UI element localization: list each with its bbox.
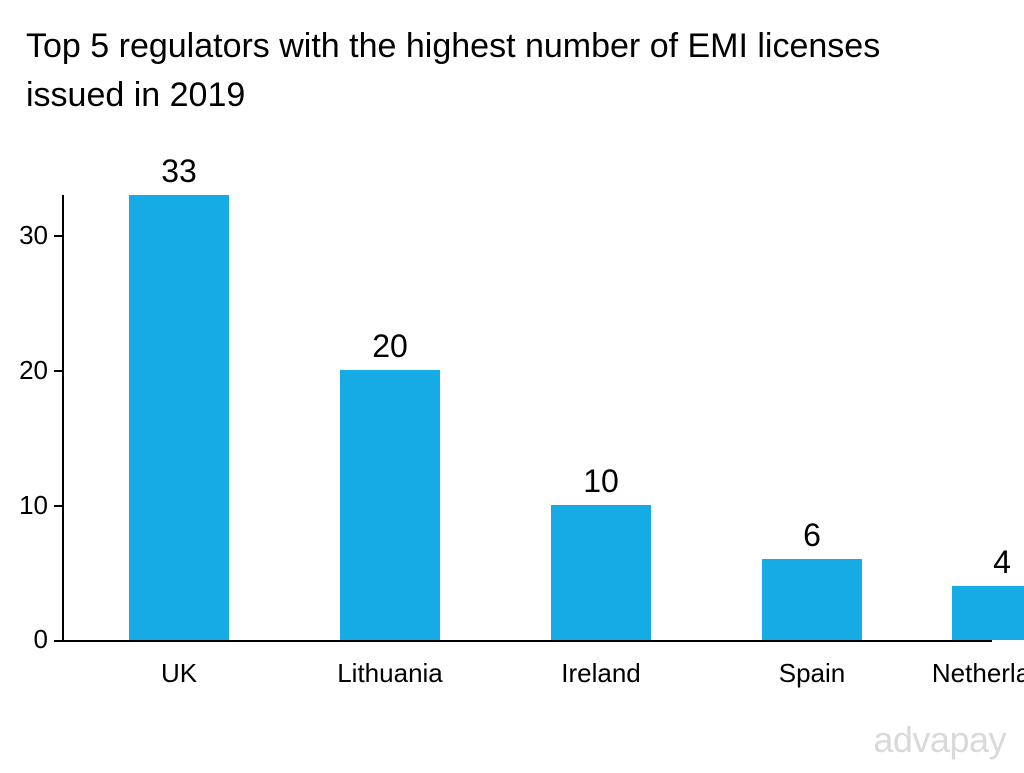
x-category-label: UK [161,658,197,689]
x-category-label: Spain [779,658,846,689]
bar [340,370,440,640]
bar-chart: 010203033UK20Lithuania10Ireland6Spain4Ne… [62,195,992,640]
watermark-logo: advapay [873,719,1006,761]
x-category-label: Lithuania [337,658,443,689]
bar [762,559,862,640]
y-tick-label: 20 [0,355,48,386]
bar [129,195,229,640]
bar-value-label: 20 [372,328,408,365]
y-tick-mark [54,235,62,237]
bar-value-label: 10 [583,463,619,500]
x-category-label: Ireland [561,658,641,689]
y-tick-mark [54,505,62,507]
x-category-label: Netherlands [932,658,1024,689]
bar [551,505,651,640]
x-axis-line [62,640,992,642]
bar-value-label: 4 [993,544,1011,581]
chart-title: Top 5 regulators with the highest number… [26,22,984,121]
bar-value-label: 33 [161,153,197,190]
bar-value-label: 6 [803,517,821,554]
y-tick-mark [54,370,62,372]
y-tick-label: 30 [0,220,48,251]
bar [952,586,1024,640]
y-tick-mark [54,640,62,642]
y-tick-label: 0 [0,624,48,655]
y-axis-line [62,195,64,640]
y-tick-label: 10 [0,490,48,521]
